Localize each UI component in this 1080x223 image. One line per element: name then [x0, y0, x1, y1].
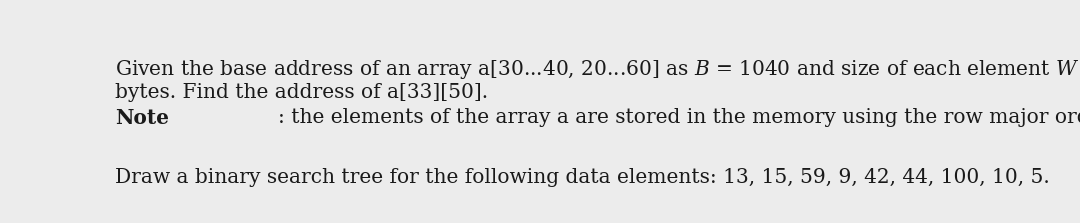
Text: Given the base address of an array a[30...40, 20...60] as $B$ = 1040 and size of: Given the base address of an array a[30.…: [114, 58, 1080, 81]
Text: : the elements of the array a are stored in the memory using the row major order: : the elements of the array a are stored…: [279, 108, 1080, 127]
Text: Draw a binary search tree for the following data elements: 13, 15, 59, 9, 42, 44: Draw a binary search tree for the follow…: [114, 168, 1050, 187]
Text: bytes. Find the address of a[33][50].: bytes. Find the address of a[33][50].: [114, 83, 488, 102]
Text: Note: Note: [114, 108, 168, 128]
